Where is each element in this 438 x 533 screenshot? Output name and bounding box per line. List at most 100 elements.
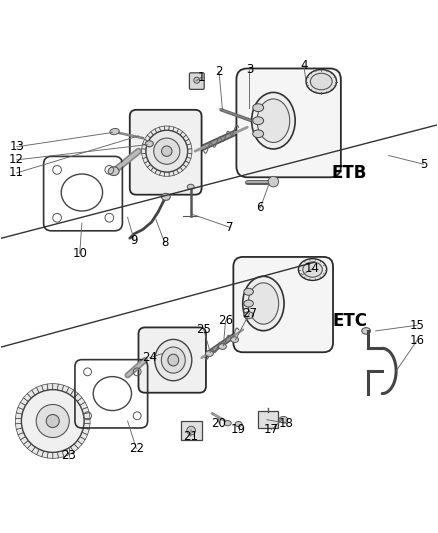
Polygon shape bbox=[185, 139, 191, 145]
Polygon shape bbox=[83, 423, 90, 430]
Polygon shape bbox=[173, 169, 179, 175]
Polygon shape bbox=[143, 157, 148, 163]
Ellipse shape bbox=[162, 193, 170, 200]
Text: 16: 16 bbox=[410, 334, 424, 347]
Circle shape bbox=[268, 176, 279, 187]
Text: 19: 19 bbox=[231, 423, 246, 436]
Circle shape bbox=[21, 390, 84, 453]
Text: 12: 12 bbox=[9, 154, 24, 166]
Ellipse shape bbox=[155, 340, 192, 381]
FancyBboxPatch shape bbox=[233, 257, 333, 352]
Polygon shape bbox=[159, 126, 165, 131]
Polygon shape bbox=[74, 393, 82, 401]
Polygon shape bbox=[177, 167, 183, 173]
Text: 25: 25 bbox=[196, 323, 211, 336]
Circle shape bbox=[46, 415, 59, 427]
Text: ETB: ETB bbox=[332, 164, 367, 182]
Polygon shape bbox=[32, 447, 39, 455]
Text: 11: 11 bbox=[9, 166, 24, 180]
Text: 17: 17 bbox=[264, 423, 279, 436]
Polygon shape bbox=[82, 407, 89, 414]
Polygon shape bbox=[66, 387, 74, 395]
Polygon shape bbox=[57, 451, 64, 458]
Text: 23: 23 bbox=[61, 449, 76, 462]
Polygon shape bbox=[74, 441, 82, 448]
Polygon shape bbox=[151, 167, 157, 173]
Polygon shape bbox=[18, 432, 25, 440]
Polygon shape bbox=[185, 157, 191, 163]
Polygon shape bbox=[53, 384, 58, 390]
Text: 8: 8 bbox=[161, 236, 168, 249]
FancyBboxPatch shape bbox=[258, 411, 278, 429]
Circle shape bbox=[187, 426, 195, 435]
FancyBboxPatch shape bbox=[189, 73, 204, 90]
Polygon shape bbox=[147, 164, 154, 171]
Polygon shape bbox=[42, 451, 48, 458]
Ellipse shape bbox=[244, 312, 253, 319]
Ellipse shape bbox=[108, 167, 119, 175]
Polygon shape bbox=[15, 423, 22, 430]
Text: 18: 18 bbox=[279, 417, 294, 430]
Circle shape bbox=[154, 138, 180, 164]
Ellipse shape bbox=[279, 416, 288, 423]
Polygon shape bbox=[80, 432, 88, 440]
Polygon shape bbox=[15, 418, 21, 424]
Polygon shape bbox=[141, 144, 147, 149]
Polygon shape bbox=[169, 126, 174, 131]
Polygon shape bbox=[187, 144, 192, 149]
Polygon shape bbox=[36, 449, 43, 457]
Polygon shape bbox=[20, 437, 28, 445]
Polygon shape bbox=[143, 139, 148, 145]
Polygon shape bbox=[151, 129, 157, 135]
Text: 7: 7 bbox=[226, 221, 233, 234]
Ellipse shape bbox=[224, 421, 231, 426]
Polygon shape bbox=[18, 402, 25, 409]
Polygon shape bbox=[53, 452, 58, 458]
Polygon shape bbox=[42, 384, 48, 391]
Text: 15: 15 bbox=[410, 319, 424, 332]
Text: 13: 13 bbox=[9, 140, 24, 154]
Polygon shape bbox=[66, 447, 74, 455]
Polygon shape bbox=[80, 402, 88, 409]
Polygon shape bbox=[83, 413, 90, 418]
Polygon shape bbox=[173, 127, 179, 133]
Polygon shape bbox=[164, 126, 169, 131]
Polygon shape bbox=[180, 132, 186, 138]
Text: 1: 1 bbox=[198, 71, 205, 84]
Polygon shape bbox=[47, 452, 53, 458]
Text: ETC: ETC bbox=[332, 312, 367, 330]
Ellipse shape bbox=[244, 300, 253, 307]
Text: 26: 26 bbox=[218, 314, 233, 327]
Circle shape bbox=[146, 130, 187, 172]
Ellipse shape bbox=[248, 283, 279, 324]
Ellipse shape bbox=[244, 288, 253, 295]
Ellipse shape bbox=[257, 99, 290, 142]
Ellipse shape bbox=[110, 128, 119, 135]
Text: 14: 14 bbox=[305, 262, 320, 275]
Ellipse shape bbox=[252, 92, 295, 149]
Polygon shape bbox=[62, 385, 69, 393]
Ellipse shape bbox=[235, 422, 242, 426]
Ellipse shape bbox=[311, 73, 332, 90]
Ellipse shape bbox=[231, 337, 239, 342]
Ellipse shape bbox=[253, 130, 264, 138]
Ellipse shape bbox=[253, 117, 264, 125]
Polygon shape bbox=[155, 127, 161, 133]
Ellipse shape bbox=[243, 276, 284, 330]
Polygon shape bbox=[71, 390, 78, 398]
Polygon shape bbox=[147, 132, 154, 138]
Text: 4: 4 bbox=[300, 59, 307, 72]
Text: 10: 10 bbox=[72, 247, 87, 260]
FancyBboxPatch shape bbox=[237, 68, 341, 177]
Polygon shape bbox=[183, 135, 189, 141]
Ellipse shape bbox=[205, 351, 213, 357]
Polygon shape bbox=[145, 161, 151, 167]
Text: 5: 5 bbox=[420, 158, 427, 171]
Polygon shape bbox=[84, 418, 90, 424]
Polygon shape bbox=[24, 393, 32, 401]
Polygon shape bbox=[57, 384, 64, 391]
Text: 9: 9 bbox=[131, 234, 138, 247]
Ellipse shape bbox=[219, 344, 226, 350]
Polygon shape bbox=[36, 385, 43, 393]
Polygon shape bbox=[177, 129, 183, 135]
